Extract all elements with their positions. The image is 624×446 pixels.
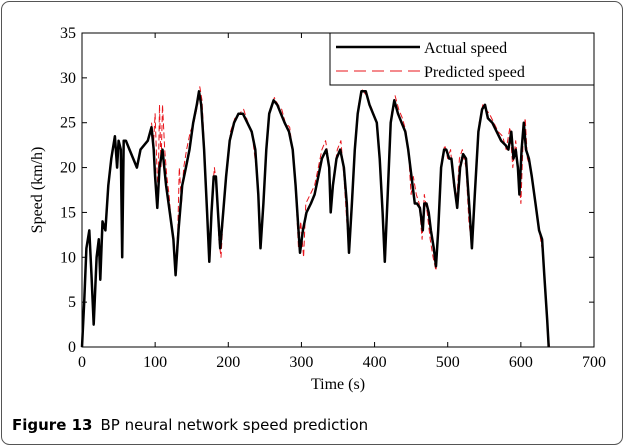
x-tick-label: 100 xyxy=(143,354,167,371)
y-tick-label: 10 xyxy=(60,249,76,266)
y-tick-label: 35 xyxy=(60,25,76,42)
y-tick-label: 5 xyxy=(68,294,76,311)
legend-label: Actual speed xyxy=(424,40,507,57)
x-tick-label: 700 xyxy=(582,354,606,371)
caption-label: Figure 13 xyxy=(12,416,92,434)
series-line xyxy=(80,90,550,348)
y-tick-label: 15 xyxy=(60,204,76,221)
x-tick-label: 400 xyxy=(363,354,387,371)
caption: Figure 13 BP neural network speed predict… xyxy=(12,416,368,434)
caption-text: BP neural network speed prediction xyxy=(100,416,368,434)
y-tick-label: 30 xyxy=(60,70,76,87)
legend-box xyxy=(329,32,595,86)
x-axis-label: Time (s) xyxy=(311,376,365,393)
y-tick-label: 0 xyxy=(68,339,76,356)
x-tick-label: 600 xyxy=(509,354,533,371)
y-tick-label: 25 xyxy=(60,115,76,132)
x-tick-label: 500 xyxy=(436,354,460,371)
x-tick-label: 300 xyxy=(289,354,313,371)
plot: 0 100 200 300 400 500 600 700 0 5 10 15 20 25 30 35 Actu… xyxy=(60,25,606,371)
legend-label: Predicted speed xyxy=(424,64,525,81)
x-tick-label: 200 xyxy=(216,354,240,371)
y-tick-label: 20 xyxy=(60,160,76,177)
x-tick-label: 0 xyxy=(78,354,86,371)
y-axis-label: Speed (km/h) xyxy=(29,147,46,234)
